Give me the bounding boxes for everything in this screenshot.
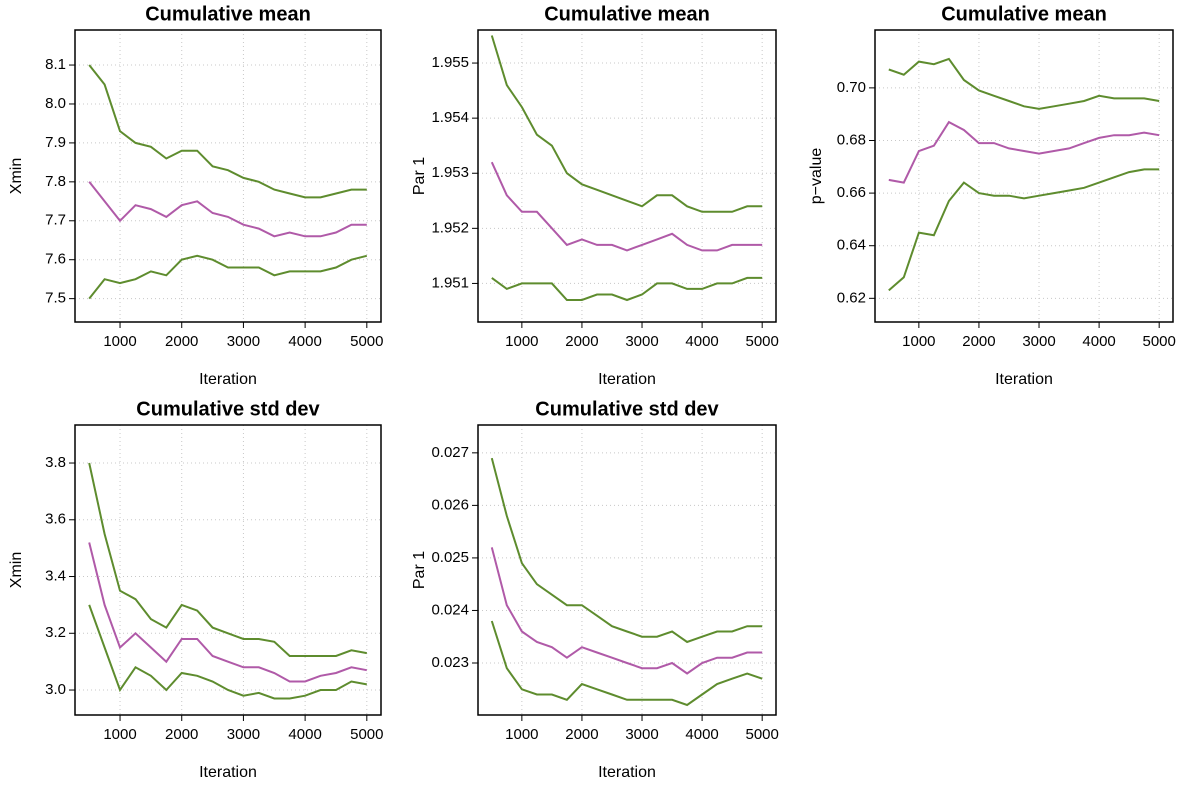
series-line (888, 57, 1160, 110)
y-tick-label: 0.027 (431, 444, 469, 461)
plot-frame (874, 29, 1174, 323)
y-tick-label: 1.954 (431, 109, 469, 126)
x-tick-label: 1000 (103, 333, 136, 350)
y-tick-label: 7.8 (45, 173, 66, 190)
series-line (888, 168, 1160, 292)
x-axis-label: Iteration (598, 764, 656, 781)
x-tick-label: 2000 (165, 333, 198, 350)
chart-title: Cumulative std dev (535, 398, 719, 420)
y-tick-label: 0.025 (431, 549, 469, 566)
x-tick-label: 3000 (1022, 333, 1055, 350)
x-axis-label: Iteration (199, 764, 257, 781)
y-axis-label: Par 1 (411, 157, 428, 195)
series-line (490, 547, 763, 675)
chart-title: Cumulative mean (941, 3, 1107, 25)
y-tick-label: 1.955 (431, 54, 469, 71)
x-tick-label: 1000 (505, 726, 538, 743)
series-line (88, 181, 367, 238)
y-tick-label: 3.0 (45, 681, 66, 698)
x-tick-label: 4000 (288, 726, 321, 743)
y-tick-label: 7.6 (45, 251, 66, 268)
y-tick-label: 3.4 (45, 567, 66, 584)
x-tick-label: 5000 (350, 333, 383, 350)
x-tick-label: 3000 (227, 333, 260, 350)
series-line (490, 620, 763, 707)
y-tick-label: 7.9 (45, 134, 66, 151)
y-tick-label: 0.62 (837, 289, 866, 306)
series-line (88, 604, 367, 700)
y-tick-label: 3.8 (45, 454, 66, 471)
series-line (490, 161, 763, 252)
x-tick-label: 3000 (625, 726, 658, 743)
x-tick-label: 2000 (565, 333, 598, 350)
x-tick-label: 5000 (745, 726, 778, 743)
x-tick-label: 5000 (350, 726, 383, 743)
series-line (88, 64, 367, 199)
y-axis-label: p−value (808, 148, 825, 205)
x-axis-label: Iteration (995, 371, 1053, 388)
x-tick-label: 4000 (1082, 333, 1115, 350)
x-tick-label: 4000 (288, 333, 321, 350)
x-axis-label: Iteration (199, 371, 257, 388)
y-tick-label: 0.68 (837, 131, 866, 148)
x-tick-label: 2000 (962, 333, 995, 350)
x-tick-label: 4000 (685, 726, 718, 743)
x-tick-label: 4000 (685, 333, 718, 350)
y-tick-label: 3.2 (45, 624, 66, 641)
x-tick-label: 2000 (565, 726, 598, 743)
series-line (88, 542, 367, 683)
y-tick-label: 8.0 (45, 95, 66, 112)
y-tick-label: 0.70 (837, 79, 866, 96)
x-tick-label: 1000 (902, 333, 935, 350)
y-axis-label: Xmin (8, 552, 25, 588)
plot-frame (477, 29, 777, 323)
y-tick-label: 3.6 (45, 511, 66, 528)
series-line (491, 276, 763, 302)
y-tick-label: 1.952 (431, 219, 469, 236)
y-tick-label: 0.024 (431, 601, 469, 618)
y-axis-label: Par 1 (411, 551, 428, 589)
x-tick-label: 1000 (505, 333, 538, 350)
y-tick-label: 0.66 (837, 184, 866, 201)
x-tick-label: 5000 (1142, 333, 1175, 350)
y-tick-label: 0.026 (431, 496, 469, 513)
y-tick-label: 0.64 (837, 237, 866, 254)
series-line (88, 462, 367, 657)
y-tick-label: 8.1 (45, 56, 66, 73)
x-tick-label: 1000 (103, 726, 136, 743)
series-line (888, 120, 1160, 184)
series-line (490, 35, 763, 213)
plot-frame (74, 29, 382, 323)
x-tick-label: 2000 (165, 726, 198, 743)
x-tick-label: 3000 (227, 726, 260, 743)
x-tick-label: 3000 (625, 333, 658, 350)
y-tick-label: 0.023 (431, 654, 469, 671)
plot-frame (74, 424, 382, 716)
plot-frame (477, 424, 777, 716)
series-line (490, 457, 763, 644)
y-tick-label: 7.5 (45, 290, 66, 307)
series-line (88, 254, 368, 300)
x-axis-label: Iteration (598, 371, 656, 388)
chart-title: Cumulative mean (544, 3, 710, 25)
y-tick-label: 7.7 (45, 212, 66, 229)
chart-title: Cumulative std dev (136, 398, 320, 420)
y-tick-label: 1.951 (431, 274, 469, 291)
chart-title: Cumulative mean (145, 3, 311, 25)
x-tick-label: 5000 (745, 333, 778, 350)
y-axis-label: Xmin (8, 158, 25, 194)
y-tick-label: 1.953 (431, 164, 469, 181)
